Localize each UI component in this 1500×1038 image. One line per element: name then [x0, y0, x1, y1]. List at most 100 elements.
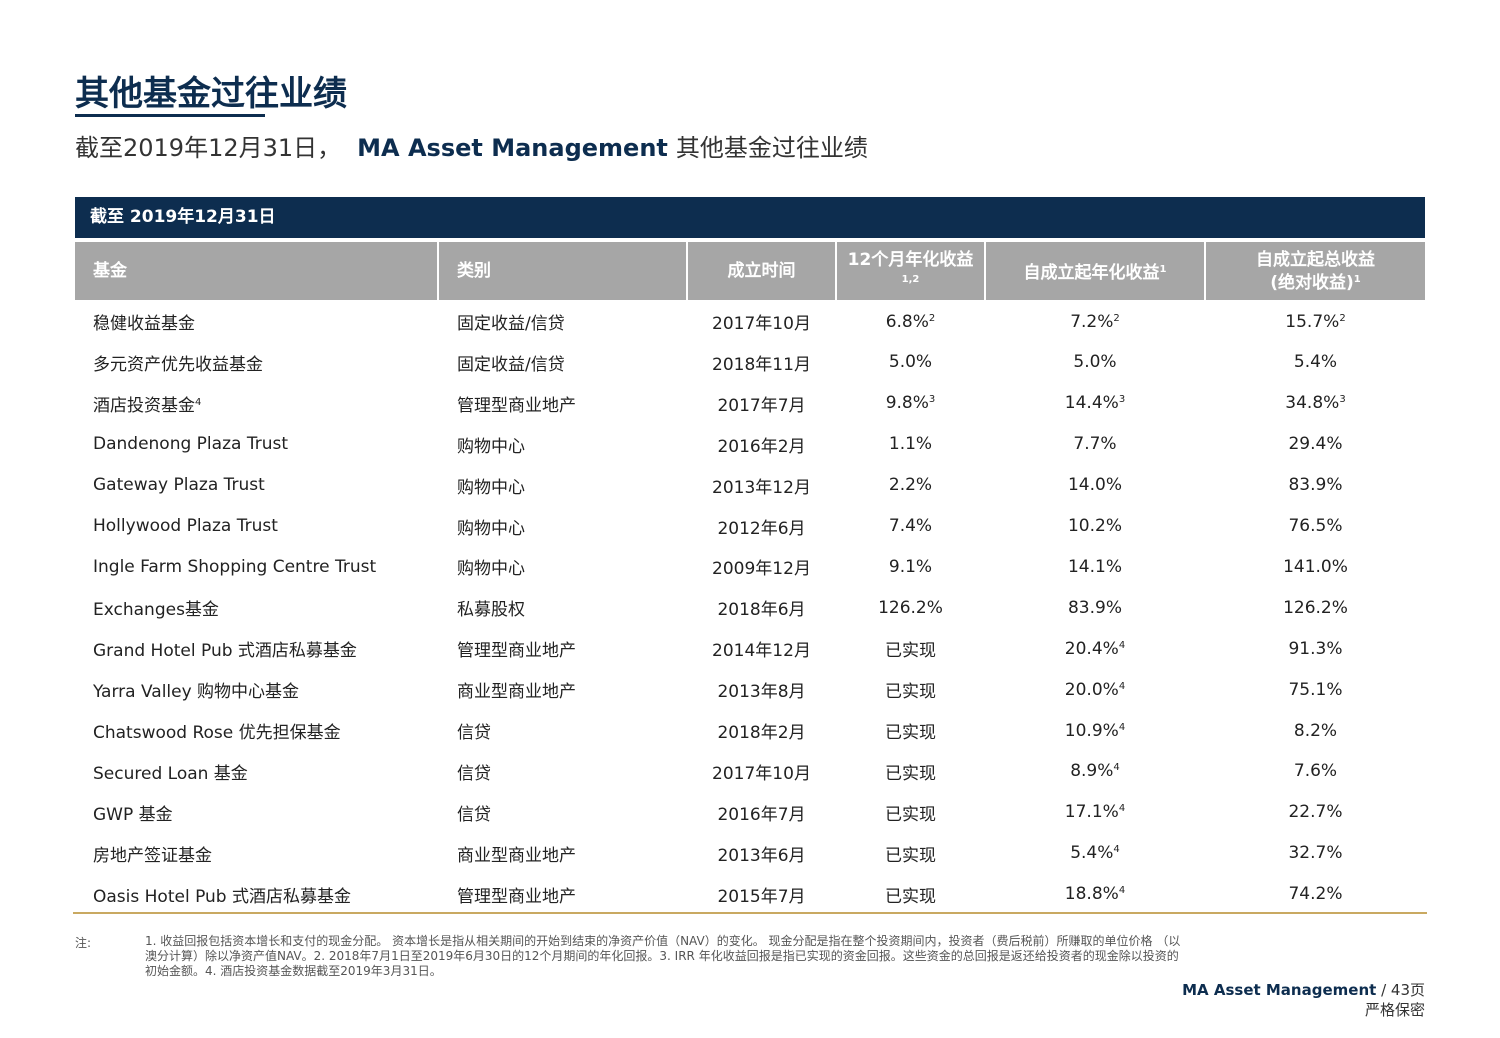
footnote-ref: 2 — [1339, 312, 1346, 324]
table-cell: Dandenong Plaza Trust — [75, 424, 437, 465]
table-cell: 2012年6月 — [688, 506, 835, 547]
cell-text: 2018年11月 — [712, 354, 811, 375]
table-cell: 14.4%3 — [986, 383, 1204, 424]
cell-text: 126.2% — [1283, 597, 1348, 618]
notes-text: 1. 收益回报包括资本增长和支付的现金分配。 资本增长是指从相关期间的开始到结束… — [145, 934, 1181, 978]
cell-text: 已实现 — [885, 682, 936, 703]
cell-text: 已实现 — [885, 886, 936, 907]
footnote-ref: 2 — [928, 312, 936, 324]
table-cell: Hollywood Plaza Trust — [75, 506, 437, 547]
table-cell: 14.1% — [986, 546, 1204, 587]
table-cell: 10.9%4 — [986, 710, 1204, 751]
table-cell: GWP 基金 — [75, 792, 437, 833]
table-cell: 购物中心 — [439, 546, 686, 587]
table-cell: 已实现 — [837, 792, 984, 833]
cell-text: Oasis Hotel Pub 式酒店私募基金 — [93, 886, 351, 907]
table-cell: 信贷 — [439, 751, 686, 792]
cell-text: 已实现 — [885, 804, 936, 825]
table-cell: 已实现 — [837, 874, 984, 915]
cell-text: 多元资产优先收益基金 — [93, 354, 263, 375]
cell-text: 购物中心 — [457, 436, 525, 457]
table-cell: 18.8%4 — [986, 874, 1204, 915]
cell-text: 2015年7月 — [717, 886, 806, 907]
table-cell: 2018年6月 — [688, 587, 835, 628]
cell-content: 8.9%4 — [1070, 761, 1120, 781]
cell-content: 12个月年化收益 1,2 — [847, 250, 974, 293]
cell-text: 已实现 — [885, 845, 936, 866]
table-cell: 2018年11月 — [688, 342, 835, 383]
cell-text: 10.2% — [1067, 516, 1122, 536]
cell-content: 6.8%2 — [886, 312, 936, 332]
table-cell: 私募股权 — [439, 587, 686, 628]
cell-text: 9.1% — [888, 556, 933, 577]
header-cell: 自成立起总收益 (绝对收益)1 — [1206, 242, 1425, 300]
table-cell: 9.8%3 — [837, 383, 984, 424]
cell-content: 5.4%4 — [1070, 843, 1120, 863]
table-cell: 7.7% — [986, 424, 1204, 465]
table-cell: 5.0% — [986, 342, 1204, 383]
cell-text: 2018年6月 — [717, 600, 806, 621]
table-cell: Gateway Plaza Trust — [75, 465, 437, 506]
footnote-ref: 1 — [1353, 273, 1361, 285]
footnote-ref: 4 — [195, 396, 202, 408]
cell-text: 2012年6月 — [717, 518, 806, 539]
cell-text: 私募股权 — [457, 600, 525, 621]
cell-text: 2017年7月 — [717, 395, 806, 416]
cell-content: 34.8%3 — [1285, 393, 1345, 413]
cell-content: 稳健收益基金 — [93, 309, 195, 334]
table-cell: 74.2% — [1206, 874, 1425, 915]
footer-confidential: 严格保密 — [1364, 1001, 1425, 1019]
table-cell: 2018年2月 — [688, 710, 835, 751]
table-cell: 8.9%4 — [986, 751, 1204, 792]
table-cell: 5.4% — [1206, 342, 1425, 383]
table-rule — [73, 912, 1427, 914]
cell-content: 18.8%4 — [1065, 884, 1125, 904]
cell-content: 自成立起年化收益1 — [1024, 260, 1167, 283]
cell-text: Hollywood Plaza Trust — [93, 516, 278, 536]
table-cell: 5.4%4 — [986, 833, 1204, 874]
table-cell: 管理型商业地产 — [439, 874, 686, 915]
cell-text: 类别 — [457, 261, 491, 281]
table-cell: 固定收益/信贷 — [439, 301, 686, 342]
footnote-ref: 4 — [1118, 885, 1126, 897]
table-cell: 76.5% — [1206, 506, 1425, 547]
cell-text: 2009年12月 — [712, 559, 811, 580]
footer-brand: MA Asset Management — [1182, 981, 1377, 999]
table-cell: 2015年7月 — [688, 874, 835, 915]
table-cell: 2016年2月 — [688, 424, 835, 465]
cell-text: 信贷 — [457, 763, 491, 784]
table-cell: 已实现 — [837, 628, 984, 669]
cell-text: 7.4% — [888, 516, 933, 536]
cell-text: 2018年2月 — [717, 723, 806, 743]
cell-text: 商业型商业地产 — [457, 845, 576, 866]
table-cell: Grand Hotel Pub 式酒店私募基金 — [75, 628, 437, 669]
table-cell: 29.4% — [1206, 424, 1425, 465]
table-cell: 15.7%2 — [1206, 301, 1425, 342]
header-cell: 基金 — [75, 242, 437, 300]
cell-text: 2.2% — [888, 475, 933, 496]
cell-text: Gateway Plaza Trust — [93, 475, 265, 496]
table-cell: 6.8%2 — [837, 301, 984, 342]
table-cell: 7.2%2 — [986, 301, 1204, 342]
subtitle: 截至2019年12月31日， MA Asset Management 其他基金过往业… — [75, 128, 868, 163]
cell-text: 8.9% — [1070, 761, 1114, 782]
cell-text: 购物中心 — [457, 559, 525, 580]
cell-text: 酒店投资基金 — [93, 395, 195, 416]
table-cell: Oasis Hotel Pub 式酒店私募基金 — [75, 874, 437, 915]
table-cell: 34.8%3 — [1206, 383, 1425, 424]
cell-text: 32.7% — [1288, 843, 1343, 864]
cell-text: 信贷 — [457, 723, 491, 743]
subtitle-part: 截至2019年12月31日， — [75, 134, 342, 162]
table-cell: 20.4%4 — [986, 628, 1204, 669]
table-cell: 2016年7月 — [688, 792, 835, 833]
table-cell: 购物中心 — [439, 465, 686, 506]
cell-text: 17.1% — [1064, 802, 1119, 823]
cell-text: 已实现 — [885, 641, 936, 662]
title: 其他基金过往业绩 — [75, 74, 347, 114]
table-cell: 32.7% — [1206, 833, 1425, 874]
cell-text: 5.0% — [888, 352, 933, 373]
table-cell: 22.7% — [1206, 792, 1425, 833]
cell-text: 2013年12月 — [712, 477, 811, 498]
footnote-ref: 1,2 — [901, 273, 920, 285]
cell-text: 房地产签证基金 — [93, 845, 212, 866]
